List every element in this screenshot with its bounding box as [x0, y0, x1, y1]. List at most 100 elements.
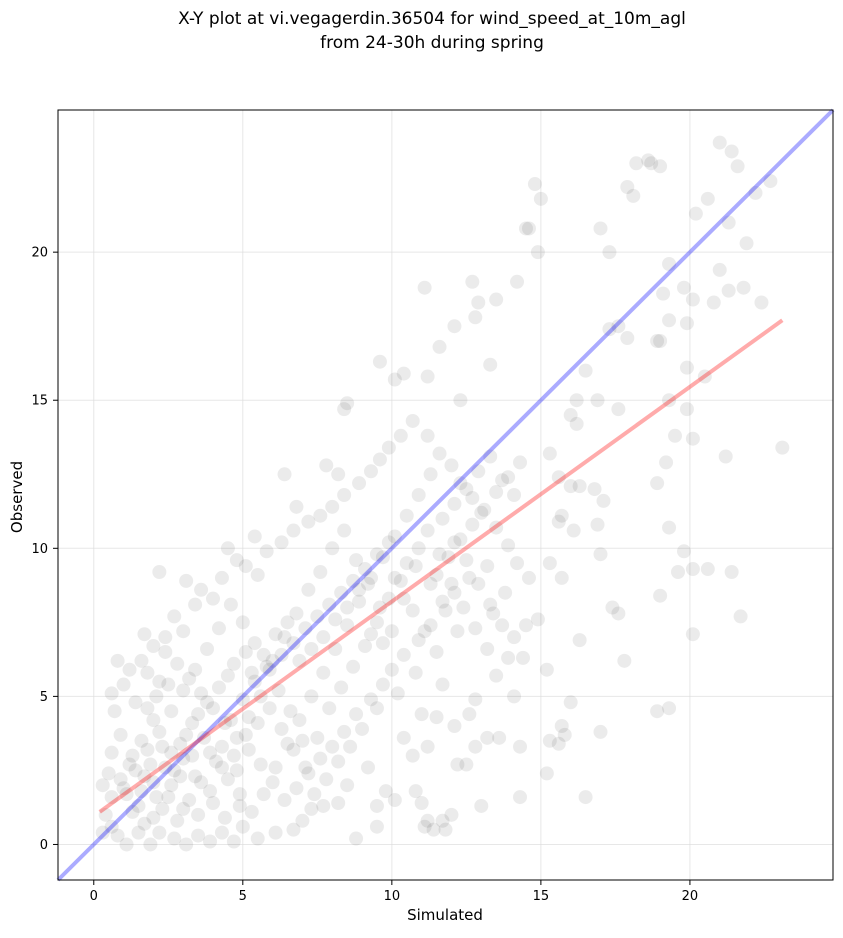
- scatter-point: [679, 360, 694, 375]
- scatter-point: [441, 550, 456, 565]
- scatter-point: [271, 683, 286, 698]
- y-tick-label: 5: [40, 690, 48, 705]
- scatter-point: [214, 570, 229, 585]
- scatter-point: [510, 274, 525, 289]
- scatter-point: [489, 668, 504, 683]
- scatter-point: [396, 591, 411, 606]
- scatter-point: [316, 665, 331, 680]
- scatter-point: [489, 485, 504, 500]
- y-tick-label: 0: [40, 838, 48, 853]
- scatter-point: [122, 662, 137, 677]
- scatter-point: [372, 354, 387, 369]
- scatter-point: [489, 520, 504, 535]
- scatter-point: [304, 642, 319, 656]
- scatter-point: [590, 393, 605, 408]
- scatter-point: [384, 662, 399, 677]
- scatter-point: [128, 763, 143, 778]
- scatter-point: [676, 544, 691, 559]
- scatter-point: [471, 576, 486, 591]
- scatter-point: [253, 757, 268, 772]
- scatter-point: [247, 636, 262, 651]
- scatter-point: [700, 562, 715, 577]
- scatter-point: [685, 627, 700, 642]
- scatter-point: [155, 739, 170, 754]
- scatter-point: [295, 813, 310, 828]
- x-tick-label: 10: [384, 889, 401, 904]
- scatter-point: [375, 636, 390, 651]
- scatter-point: [292, 653, 307, 668]
- scatter-point: [226, 748, 241, 763]
- scatter-point: [337, 488, 352, 502]
- scatter-point: [530, 245, 545, 260]
- scatter-point: [465, 517, 480, 532]
- scatter-point: [337, 523, 352, 538]
- scatter-point: [137, 769, 152, 784]
- scatter-point: [408, 665, 423, 680]
- scatter-point: [116, 781, 131, 796]
- scatter-point: [113, 772, 128, 787]
- scatter-point: [307, 787, 322, 802]
- scatter-point: [173, 736, 188, 751]
- scatter-point: [429, 567, 444, 582]
- scatter-point: [340, 396, 355, 411]
- scatter-point: [200, 642, 215, 656]
- scatter-point: [229, 763, 244, 778]
- scatter-point: [539, 662, 554, 677]
- scatter-point: [161, 790, 176, 805]
- scatter-point: [435, 511, 450, 526]
- y-tick-label: 10: [31, 542, 48, 557]
- scatter-point: [387, 570, 402, 585]
- scatter-point: [182, 671, 197, 686]
- scatter-point: [414, 796, 429, 810]
- scatter-point: [134, 784, 149, 799]
- scatter-point: [602, 322, 617, 337]
- scatter-point: [173, 769, 188, 784]
- identity-line: [56, 108, 835, 882]
- scatter-point: [679, 402, 694, 417]
- scatter-point: [280, 615, 295, 630]
- scatter-point: [539, 766, 554, 781]
- scatter-point: [304, 689, 319, 704]
- scatter-point: [277, 467, 292, 482]
- scatter-point: [629, 156, 644, 171]
- scatter-point: [250, 567, 265, 582]
- scatter-point: [316, 630, 331, 645]
- scatter-point: [483, 357, 498, 372]
- scatter-point: [301, 514, 316, 529]
- scatter-point: [662, 257, 677, 271]
- scatter-point: [206, 591, 220, 606]
- scatter-point: [125, 804, 140, 819]
- x-tick-label: 0: [90, 889, 98, 904]
- scatter-point: [405, 748, 420, 763]
- scatter-point: [289, 499, 304, 514]
- scatter-point: [554, 508, 569, 523]
- scatter-point: [513, 739, 528, 754]
- scatter-point: [331, 467, 346, 482]
- scatter-point: [325, 739, 340, 754]
- scatter-point: [408, 784, 423, 799]
- scatter-point: [352, 594, 367, 609]
- scatter-point: [286, 742, 301, 757]
- scatter-point: [551, 514, 566, 529]
- scatter-point: [194, 582, 209, 597]
- scatter-point: [688, 206, 703, 221]
- scatter-point: [211, 621, 226, 636]
- scatter-point: [498, 585, 513, 600]
- scatter-point: [116, 677, 131, 692]
- scatter-point: [369, 615, 384, 630]
- scatter-point: [182, 793, 197, 808]
- scatter-point: [685, 431, 700, 446]
- scatter-point: [286, 523, 301, 538]
- scatter-point: [131, 825, 146, 840]
- scatter-point: [423, 467, 438, 482]
- scatter-point: [620, 180, 635, 194]
- scatter-point: [501, 538, 516, 553]
- scatter-point: [405, 603, 420, 618]
- scatter-point: [152, 724, 167, 739]
- scatter-point: [566, 523, 581, 538]
- scatter-point: [211, 680, 226, 695]
- scatter-point: [277, 793, 292, 808]
- scatter-point: [587, 482, 602, 497]
- scatter-point: [593, 724, 608, 739]
- scatter-point: [131, 798, 146, 813]
